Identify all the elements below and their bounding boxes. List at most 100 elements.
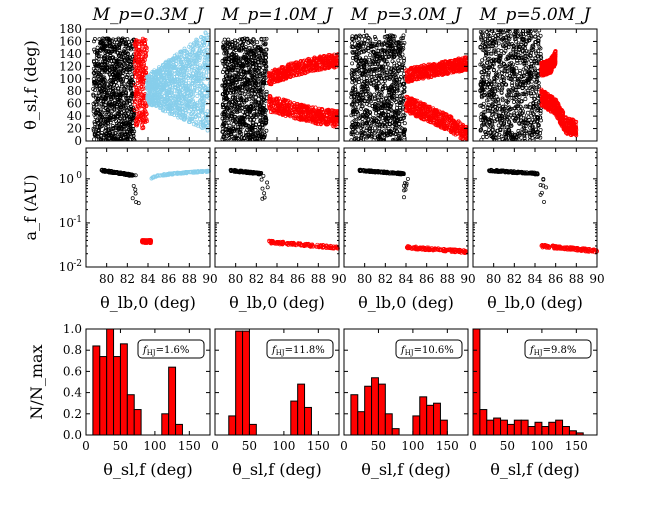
before-hj-point (253, 69, 258, 74)
before-hj-point (103, 67, 108, 72)
before-hj-point (256, 133, 261, 138)
before-hj-point (223, 79, 228, 84)
before-hj-point (124, 74, 129, 79)
before-hj-point (97, 62, 102, 67)
before-hj-point (127, 137, 132, 141)
other-point (197, 99, 202, 104)
hot-jupiter-point (132, 82, 137, 87)
hot-jupiter-point (141, 94, 146, 99)
before-hj-point (230, 59, 235, 63)
before-hj-point (246, 105, 251, 110)
hot-jupiter-point (138, 101, 143, 106)
before-hj-point (261, 41, 266, 46)
other-point (205, 47, 209, 52)
before-hj-point (114, 37, 119, 42)
other-point (149, 72, 154, 76)
other-point (159, 76, 164, 81)
before-hj-point (113, 115, 118, 120)
before-hj-point (131, 52, 136, 57)
other-point (194, 121, 199, 126)
hot-jupiter-point (136, 105, 141, 110)
before-hj-point (100, 36, 105, 41)
other-point (193, 112, 197, 117)
before-hj-point (233, 89, 238, 94)
before-hj-point (222, 61, 227, 66)
before-hj-point (248, 69, 253, 74)
hot-jupiter-point (133, 74, 138, 79)
other-point (180, 83, 185, 88)
before-hj-point (263, 47, 268, 52)
before-hj-point (246, 88, 251, 93)
before-hj-point (225, 67, 230, 72)
before-hj-point (112, 137, 116, 141)
before-hj-point (97, 96, 102, 101)
before-hj-point (247, 117, 252, 122)
before-hj-point (92, 49, 97, 54)
before-hj-point (229, 113, 234, 118)
other-point (162, 102, 167, 107)
before-hj-point (225, 50, 230, 55)
before-hj-point (220, 70, 225, 74)
before-hj-point (114, 62, 119, 67)
other-point (204, 116, 209, 121)
other-point (154, 71, 159, 76)
before-hj-point (101, 41, 105, 46)
before-hj-point (106, 36, 111, 41)
other-point (149, 74, 153, 79)
other-point (197, 58, 202, 62)
other-point (180, 63, 185, 67)
before-hj-point (372, 35, 377, 39)
hot-jupiter-point (291, 73, 296, 78)
hot-jupiter-point (274, 79, 279, 84)
before-hj-point (220, 59, 225, 63)
before-hj-point (225, 45, 230, 50)
before-hj-point (251, 37, 256, 42)
before-hj-point (226, 99, 231, 104)
before-hj-point (119, 57, 124, 62)
before-hj-point (253, 106, 258, 111)
other-point (185, 61, 189, 66)
before-hj-point (105, 56, 110, 61)
hot-jupiter-point (136, 54, 141, 59)
before-hj-point (106, 109, 111, 114)
before-hj-point (101, 84, 106, 89)
before-hj-point (93, 88, 97, 93)
hot-jupiter-point (133, 69, 138, 74)
hot-jupiter-point (277, 78, 282, 83)
other-point (157, 66, 162, 71)
other-point (190, 71, 195, 76)
hot-jupiter-point (133, 96, 138, 101)
hot-jupiter-point (142, 102, 147, 107)
before-hj-point (110, 55, 115, 60)
before-hj-point (353, 115, 358, 119)
other-point (175, 106, 180, 111)
other-point (153, 70, 158, 75)
before-hj-point (93, 115, 98, 120)
before-hj-point (256, 131, 261, 136)
hot-jupiter-point (315, 59, 320, 64)
before-hj-point (230, 95, 235, 100)
other-point (152, 82, 157, 87)
other-point (202, 123, 207, 128)
before-hj-point (259, 37, 264, 42)
hot-jupiter-point (279, 66, 284, 71)
before-hj-point (111, 126, 116, 131)
other-point (197, 48, 202, 53)
before-hj-point (368, 53, 373, 58)
before-hj-point (252, 112, 257, 117)
other-point (196, 70, 201, 75)
before-hj-point (112, 107, 117, 112)
other-point (203, 52, 208, 57)
other-point (198, 86, 203, 91)
before-hj-point (94, 102, 99, 107)
before-hj-point (124, 97, 129, 102)
hot-jupiter-point (134, 47, 139, 51)
before-hj-point (97, 68, 102, 73)
hot-jupiter-point (285, 73, 289, 78)
other-point (145, 80, 150, 85)
other-point (182, 113, 187, 118)
other-point (149, 103, 154, 107)
row1-points (349, 33, 468, 141)
hot-jupiter-point (315, 62, 319, 67)
